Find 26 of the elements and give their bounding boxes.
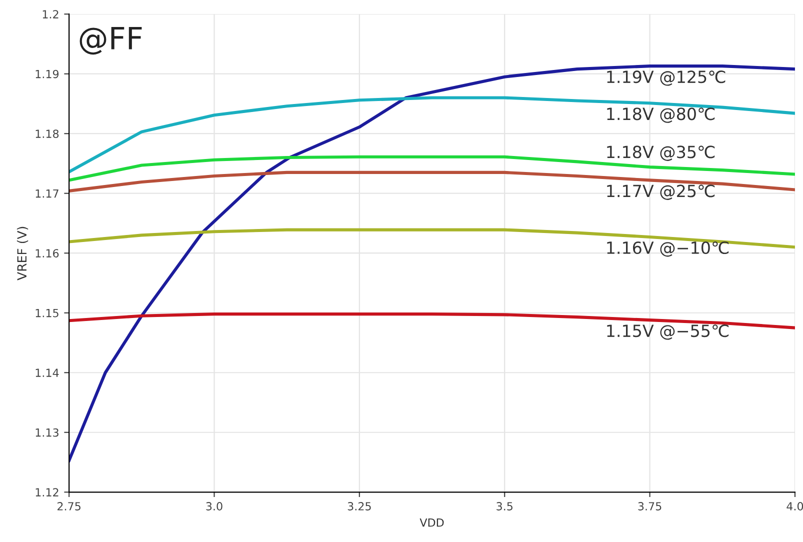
y-tick-label: 1.18 — [36, 130, 59, 138]
y-tick-label: 1.15 — [36, 308, 58, 318]
series-label: 1.18V @80℃ — [607, 108, 715, 123]
series-label: 1.17V @25℃ — [607, 184, 715, 200]
series-label: 1.18V @35℃ — [607, 146, 715, 161]
y-tick-label: 1.12 — [36, 488, 58, 496]
line-series — [69, 64, 795, 462]
x-axis-title: VDD — [420, 518, 444, 527]
y-tick-label: 1.19 — [36, 70, 59, 78]
y-tick-label: 1.16 — [36, 249, 59, 258]
y-tick-label: 1.17 — [36, 189, 58, 198]
x-tick-label: 3.75 — [638, 502, 662, 510]
line-series — [69, 96, 795, 174]
x-tick-label: 4.0 — [786, 502, 803, 510]
y-tick-label: 1.14 — [36, 368, 59, 377]
series-label: 1.16V @−10℃ — [607, 241, 729, 257]
x-tick-label: 3.25 — [348, 502, 371, 510]
series-label: 1.15V @−55℃ — [607, 324, 729, 340]
y-tick-label: 1.2 — [42, 10, 58, 18]
x-tick-label: 2.75 — [58, 502, 80, 510]
series-label: 1.19V @125℃ — [607, 70, 726, 86]
y-tick-label: 1.13 — [36, 428, 58, 437]
x-tick-label: 3.5 — [496, 502, 512, 510]
annotation: @FF — [80, 26, 142, 55]
x-tick-label: 3.0 — [206, 502, 222, 510]
y-axis-title: VREF (V) — [16, 226, 28, 280]
